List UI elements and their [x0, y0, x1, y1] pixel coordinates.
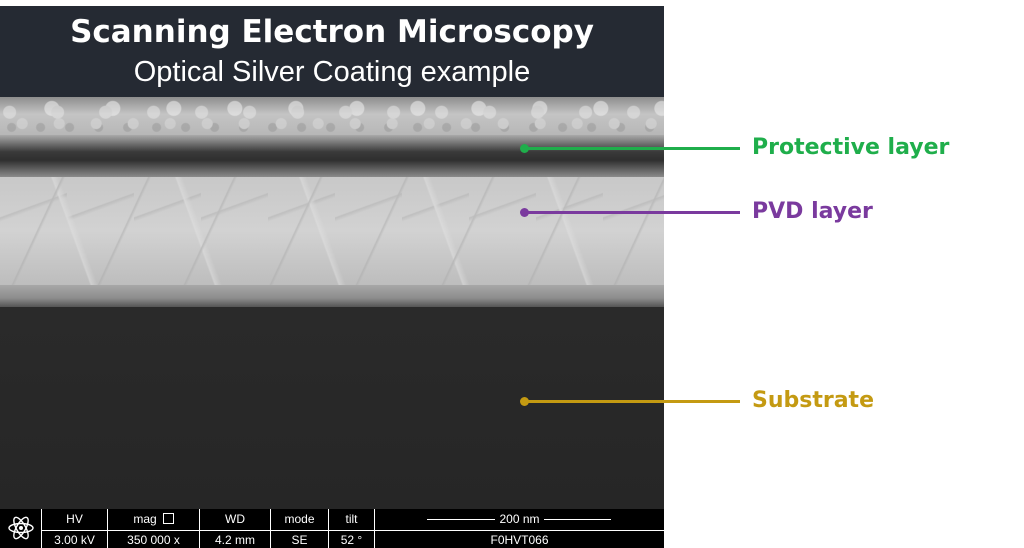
wd-label: WD: [225, 512, 245, 526]
scale-label-wrap: 200 nm: [375, 512, 664, 526]
substrate-band: [0, 307, 664, 515]
sem-info-bar: HV 3.00 kV mag 350 000 x WD 4.2 mm mode …: [0, 509, 664, 548]
sem-micrograph: Scanning Electron Microscopy Optical Sil…: [0, 6, 664, 548]
page-title: Scanning Electron Microscopy: [70, 14, 594, 50]
mag-label: mag: [133, 512, 157, 526]
mag-label-wrap: mag: [108, 512, 199, 526]
hv-cell: HV 3.00 kV: [42, 509, 108, 548]
protective-callout-line: [524, 147, 740, 150]
tilt-label: tilt: [345, 512, 358, 526]
instrument-id: F0HVT066: [375, 530, 664, 548]
substrate-callout-dot: [520, 397, 529, 406]
tilt-value: 52 °: [329, 530, 374, 548]
protective-callout-dot: [520, 144, 529, 153]
hv-label: HV: [66, 512, 83, 526]
scale-label: 200 nm: [495, 512, 544, 526]
substrate-callout-line: [524, 400, 740, 403]
protective-layer-band: [0, 135, 664, 177]
square-icon: [162, 513, 174, 524]
atom-icon: [8, 516, 34, 540]
pvd-callout-dot: [520, 208, 529, 217]
mag-value: 350 000 x: [108, 530, 199, 548]
surface-texture: [0, 97, 664, 135]
title-bar: Scanning Electron Microscopy Optical Sil…: [0, 6, 664, 97]
logo-cell: [0, 509, 42, 548]
wd-cell: WD 4.2 mm: [200, 509, 271, 548]
wd-value: 4.2 mm: [200, 530, 270, 548]
protective-layer-label: Protective layer: [752, 135, 950, 160]
scale-cell: 200 nm F0HVT066: [375, 509, 664, 548]
substrate-label: Substrate: [752, 388, 874, 413]
mode-cell: mode SE: [271, 509, 329, 548]
pvd-grain-texture: [0, 177, 664, 285]
mode-value: SE: [271, 530, 328, 548]
page-subtitle: Optical Silver Coating example: [133, 56, 531, 88]
mode-label: mode: [284, 512, 315, 526]
tilt-cell: tilt 52 °: [329, 509, 375, 548]
interface-band: [0, 285, 664, 307]
pvd-callout-line: [524, 211, 740, 214]
mag-cell: mag 350 000 x: [108, 509, 200, 548]
hv-value: 3.00 kV: [42, 530, 107, 548]
pvd-layer-label: PVD layer: [752, 199, 873, 224]
